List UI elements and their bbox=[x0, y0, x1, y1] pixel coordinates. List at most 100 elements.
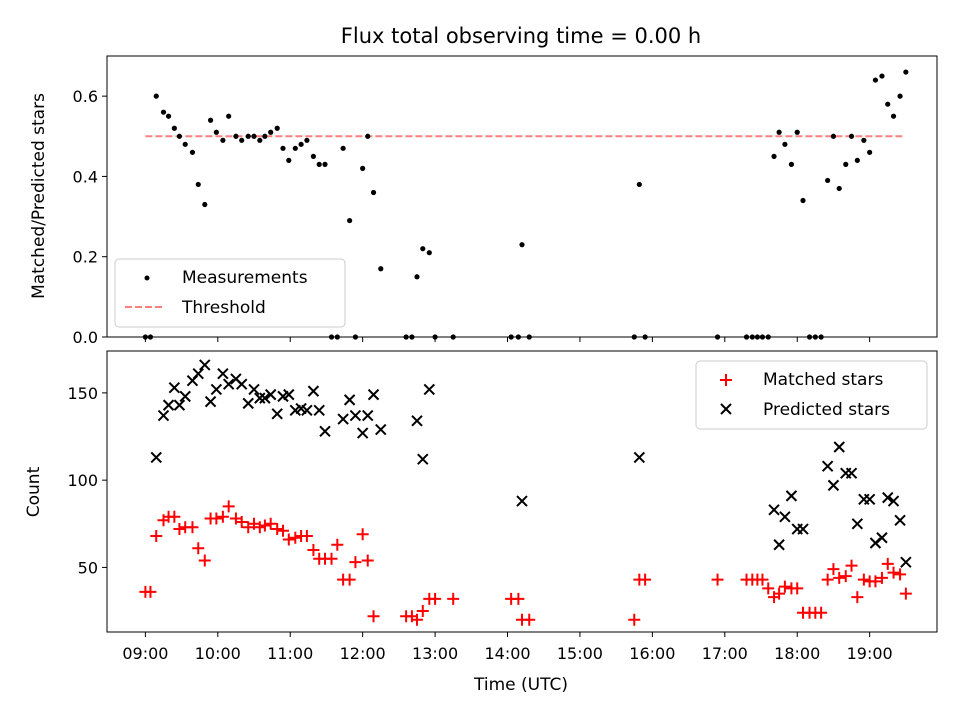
measurement-point bbox=[171, 125, 177, 131]
measurement-point bbox=[239, 137, 245, 143]
predicted-stars-point bbox=[217, 367, 229, 380]
measurement-point bbox=[347, 217, 353, 224]
measurement-point bbox=[897, 93, 903, 99]
predicted-stars-point bbox=[797, 523, 809, 535]
predicted-stars-point bbox=[179, 390, 191, 403]
top-y-tick-label: 0.4 bbox=[73, 167, 98, 186]
measurement-point bbox=[207, 117, 214, 123]
matched-stars-point bbox=[186, 521, 199, 534]
matched-stars-point bbox=[447, 592, 460, 605]
matched-stars-point bbox=[756, 573, 769, 586]
matched-stars-point bbox=[192, 542, 205, 555]
bottom-y-tick-label: 150 bbox=[67, 384, 98, 403]
measurement-point bbox=[776, 129, 782, 135]
measurement-point bbox=[334, 334, 340, 340]
matched-stars-point bbox=[711, 573, 724, 586]
chart-title: Flux total observing time = 0.00 h bbox=[341, 24, 701, 48]
measurement-point bbox=[176, 133, 183, 139]
measurement-point bbox=[631, 334, 637, 340]
predicted-stars-point bbox=[199, 359, 211, 371]
measurement-point bbox=[370, 189, 377, 196]
predicted-stars-point bbox=[894, 514, 906, 527]
measurement-point bbox=[450, 334, 456, 340]
predicted-stars-point bbox=[773, 539, 785, 551]
measurement-point bbox=[890, 113, 897, 119]
matched-stars-point bbox=[168, 510, 181, 523]
matched-stars-point bbox=[271, 523, 284, 536]
measurement-point bbox=[316, 161, 322, 167]
predicted-stars-point bbox=[821, 460, 834, 472]
measurement-point bbox=[378, 266, 384, 272]
measurement-point bbox=[226, 113, 232, 119]
matched-stars-point bbox=[833, 571, 846, 584]
x-tick-label: 09:00 bbox=[122, 644, 168, 663]
predicted-stars-point bbox=[851, 518, 864, 530]
measurement-point bbox=[508, 334, 514, 340]
predicted-stars-point bbox=[254, 392, 266, 404]
predicted-stars-point bbox=[362, 409, 374, 422]
measurement-point bbox=[830, 133, 837, 139]
matched-stars-point bbox=[845, 559, 858, 572]
measurement-point bbox=[328, 334, 335, 340]
measurement-point bbox=[812, 334, 818, 340]
matched-stars-point bbox=[512, 592, 525, 605]
bottom-legend-frame bbox=[695, 360, 928, 430]
predicted-stars-point bbox=[876, 532, 888, 544]
measurement-point bbox=[800, 197, 806, 204]
predicted-stars-point bbox=[863, 493, 876, 506]
predicted-stars-point bbox=[356, 427, 369, 439]
x-tick-label: 16:00 bbox=[629, 644, 675, 663]
top-y-tick-label: 0.6 bbox=[73, 87, 98, 106]
predicted-stars-point bbox=[301, 404, 313, 417]
measurement-point bbox=[340, 145, 346, 151]
matched-stars-point bbox=[410, 613, 423, 626]
measurement-point bbox=[213, 129, 219, 135]
predicted-stars-point bbox=[307, 385, 320, 397]
measurement-point bbox=[298, 141, 304, 147]
matched-stars-point bbox=[331, 538, 344, 551]
predicted-stars-point bbox=[343, 394, 356, 406]
measurement-point bbox=[825, 177, 831, 184]
measurement-point bbox=[526, 334, 532, 340]
measurement-point bbox=[642, 334, 648, 340]
predicted-stars-point bbox=[210, 383, 223, 396]
measurement-point bbox=[142, 334, 148, 340]
bottom-y-tick-label: 100 bbox=[67, 471, 98, 490]
matched-stars-point bbox=[258, 519, 271, 532]
measurement-point bbox=[782, 141, 788, 147]
matched-stars-point bbox=[773, 587, 786, 600]
predicted-stars-point bbox=[162, 399, 175, 411]
measurement-point bbox=[854, 157, 860, 163]
x-tick-label: 11:00 bbox=[267, 644, 313, 663]
x-axis-label: Time (UTC) bbox=[473, 675, 568, 695]
measurement-point bbox=[749, 334, 755, 340]
predicted-stars-point bbox=[168, 381, 181, 394]
measurement-point bbox=[352, 334, 359, 340]
measurement-point bbox=[515, 334, 521, 340]
matched-stars-point bbox=[628, 613, 641, 626]
measurement-point bbox=[848, 133, 855, 139]
matched-stars-point bbox=[367, 610, 380, 623]
measurement-point bbox=[806, 334, 813, 340]
matched-stars-point bbox=[791, 582, 804, 595]
predicted-stars-point bbox=[248, 383, 260, 396]
matched-stars-point bbox=[778, 580, 791, 593]
matched-stars-point bbox=[875, 571, 888, 584]
measurement-point bbox=[836, 185, 842, 192]
measurement-point bbox=[153, 93, 159, 99]
matched-stars-point bbox=[815, 606, 828, 619]
measurement-point bbox=[426, 250, 432, 256]
matched-stars-point bbox=[150, 530, 163, 543]
predicted-stars-point bbox=[516, 495, 528, 507]
matched-stars-point bbox=[361, 554, 374, 567]
measurement-point bbox=[636, 181, 642, 188]
top-y-axis-label: Matched/Predicted stars bbox=[29, 93, 49, 299]
bottom-y-axis-label: Count bbox=[24, 466, 44, 517]
measurement-point bbox=[202, 201, 208, 208]
predicted-stars-point bbox=[222, 378, 235, 390]
measurement-point bbox=[714, 334, 721, 340]
predicted-stars-point bbox=[313, 404, 325, 417]
measurement-point bbox=[759, 334, 766, 340]
measurement-point bbox=[765, 334, 771, 340]
